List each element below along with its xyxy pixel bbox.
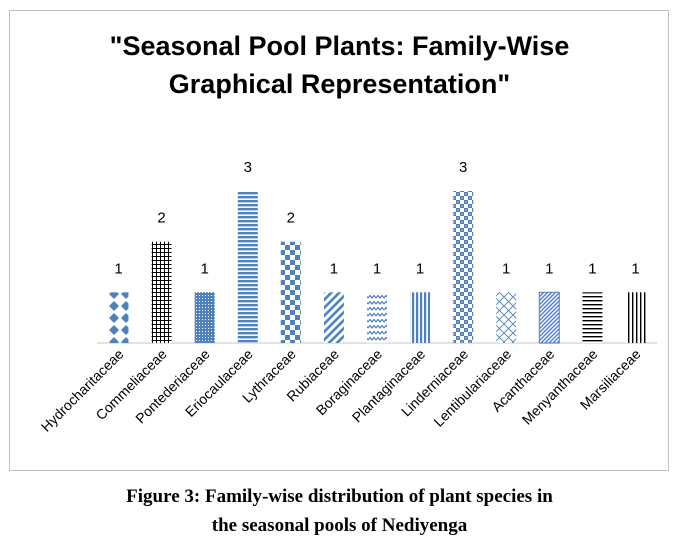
bar-lythraceae: [280, 241, 301, 343]
data-label-hydrocharitaceae: 1: [114, 260, 122, 277]
bar-plantaginaceae: [410, 292, 431, 343]
data-label-pontederiaceae: 1: [201, 260, 209, 277]
bar-pontederiaceae: [194, 292, 215, 343]
data-label-commeliaceae: 2: [157, 210, 165, 227]
data-label-menyanthaceae: 1: [588, 260, 596, 277]
bar-hydrocharitaceae: [108, 292, 129, 343]
data-label-rubiaceae: 1: [330, 260, 338, 277]
bar-rubiaceae: [323, 292, 344, 343]
bar-eriocaulaceae: [237, 191, 258, 343]
chart-title-line-2: Graphical Representation": [168, 69, 511, 99]
data-label-lentibulariaceae: 1: [502, 260, 510, 277]
chart-frame: [9, 10, 669, 471]
x-tick-label-menyanthaceae: Menyanthaceae: [519, 346, 601, 428]
bar-linderniaceae: [453, 191, 474, 343]
bar-boraginaceae: [367, 292, 387, 343]
x-tick-label-pontederiaceae: Pontederiaceae: [132, 346, 213, 427]
data-label-boraginaceae: 1: [373, 260, 381, 277]
data-label-eriocaulaceae: 3: [244, 159, 252, 176]
data-label-linderniaceae: 3: [459, 159, 467, 176]
data-label-plantaginaceae: 1: [416, 260, 424, 277]
bar-marsiliaceae: [625, 292, 646, 343]
x-tick-label-lentibulariaceae: Lentibulariaceae: [430, 346, 514, 430]
figure-caption-line-1: Figure 3: Family-wise distribution of pl…: [126, 486, 553, 507]
bar-commeliaceae: [151, 241, 172, 343]
chart-title-line-1: "Seasonal Pool Plants: Family-Wise: [109, 31, 570, 61]
bar-acanthaceae: [538, 291, 560, 344]
figure-caption-line-2: the seasonal pools of Nediyenga: [211, 515, 468, 536]
bar-menyanthaceae: [582, 292, 603, 343]
data-label-marsiliaceae: 1: [631, 260, 639, 277]
data-label-acanthaceae: 1: [545, 260, 553, 277]
data-label-lythraceae: 2: [287, 210, 295, 227]
bar-lentibulariaceae: [496, 292, 517, 343]
